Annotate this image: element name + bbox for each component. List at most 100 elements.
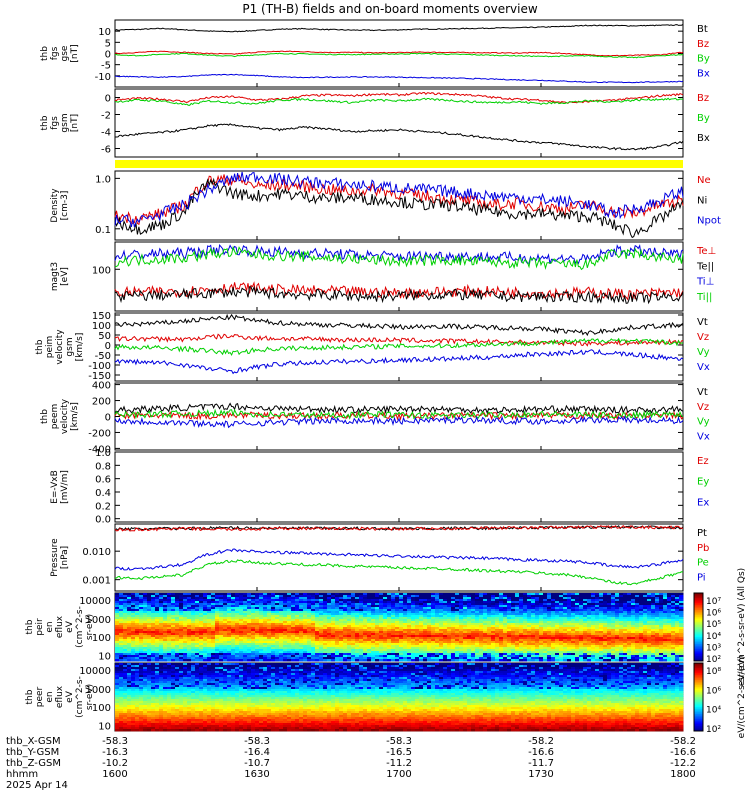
heatmap-cell [415,595,420,598]
heatmap-cell [387,609,392,612]
heatmap-cell [451,607,456,610]
heatmap-cell [295,637,300,640]
heatmap-cell [535,635,540,638]
panel-frame [114,451,684,523]
heatmap-cell [415,653,420,656]
heatmap-cell [503,645,508,648]
heatmap-cell [447,601,452,604]
heatmap-cell [339,637,344,640]
heatmap-cell [531,659,536,662]
heatmap-cell [335,617,340,620]
heatmap-cell [515,643,520,646]
heatmap-cell [135,651,140,654]
heatmap-cell [583,629,588,632]
heatmap-cell [151,631,156,634]
heatmap-cell [551,635,556,638]
heatmap-cell [279,599,284,602]
heatmap-cell [143,597,148,600]
heatmap-cell [395,611,400,614]
heatmap-cell [215,621,220,624]
heatmap-cell [571,643,576,646]
heatmap-cell [559,617,564,620]
heatmap-cell [255,647,260,650]
heatmap-cell [463,623,468,626]
heatmap-cell [467,607,472,610]
heatmap-cell [243,611,248,614]
heatmap-cell [519,651,524,654]
heatmap-cell [123,659,128,662]
heatmap-cell [435,659,440,662]
heatmap-cell [347,641,352,644]
heatmap-cell [227,649,232,652]
heatmap-cell [443,651,448,654]
heatmap-cell [323,623,328,626]
heatmap-cell [179,641,184,644]
heatmap-cell [579,603,584,606]
heatmap-cell [251,659,256,662]
heatmap-cell [119,659,124,662]
heatmap-cell [295,653,300,656]
heatmap-cell [527,625,532,628]
heatmap-cell [459,631,464,634]
heatmap-cell [215,657,220,660]
heatmap-cell [495,651,500,654]
heatmap-cell [239,655,244,658]
heatmap-cell [663,659,668,662]
heatmap-cell [403,597,408,600]
heatmap-cell [463,595,468,598]
heatmap-cell [155,621,160,624]
heatmap-cell [163,655,168,658]
heatmap-cell [279,621,284,624]
heatmap-cell [119,623,124,626]
heatmap-cell [315,607,320,610]
heatmap-cell [231,611,236,614]
heatmap-cell [579,653,584,656]
heatmap-cell [351,637,356,640]
heatmap-cell [115,593,120,596]
heatmap-cell [515,651,520,654]
heatmap-cell [223,623,228,626]
heatmap-cell [575,613,580,616]
ylabel-line: velocity [60,398,70,434]
heatmap-cell [551,633,556,636]
heatmap-cell [395,657,400,660]
heatmap-cell [435,657,440,660]
heatmap-cell [195,645,200,648]
heatmap-cell [499,629,504,632]
heatmap-cell [251,645,256,648]
heatmap-cell [219,619,224,622]
heatmap-cell [187,621,192,624]
heatmap-cell [295,657,300,660]
heatmap-cell [243,659,248,662]
heatmap-cell [171,617,176,620]
heatmap-cell [439,637,444,640]
heatmap-cell [511,623,516,626]
heatmap-cell [135,603,140,606]
heatmap-cell [491,657,496,660]
heatmap-cell [307,653,312,656]
heatmap-cell [243,637,248,640]
heatmap-cell [323,597,328,600]
heatmap-cell [547,593,552,596]
heatmap-cell [211,601,216,604]
heatmap-cell [447,623,452,626]
heatmap-cell [335,653,340,656]
heatmap-cell [259,655,264,658]
heatmap-cell [591,597,596,600]
heatmap-cell [487,609,492,612]
heatmap-cell [175,633,180,636]
ylabel-line: thb [25,619,35,634]
heatmap-cell [363,633,368,636]
heatmap-cell [191,623,196,626]
heatmap-cell [315,623,320,626]
heatmap-cell [223,613,228,616]
heatmap-cell [443,617,448,620]
heatmap-cell [123,595,128,598]
heatmap-cell [531,621,536,624]
heatmap-cell [399,597,404,600]
heatmap-cell [331,593,336,596]
heatmap-cell [151,655,156,658]
heatmap-cell [315,639,320,642]
heatmap-cell [583,641,588,644]
heatmap-cell [467,649,472,652]
